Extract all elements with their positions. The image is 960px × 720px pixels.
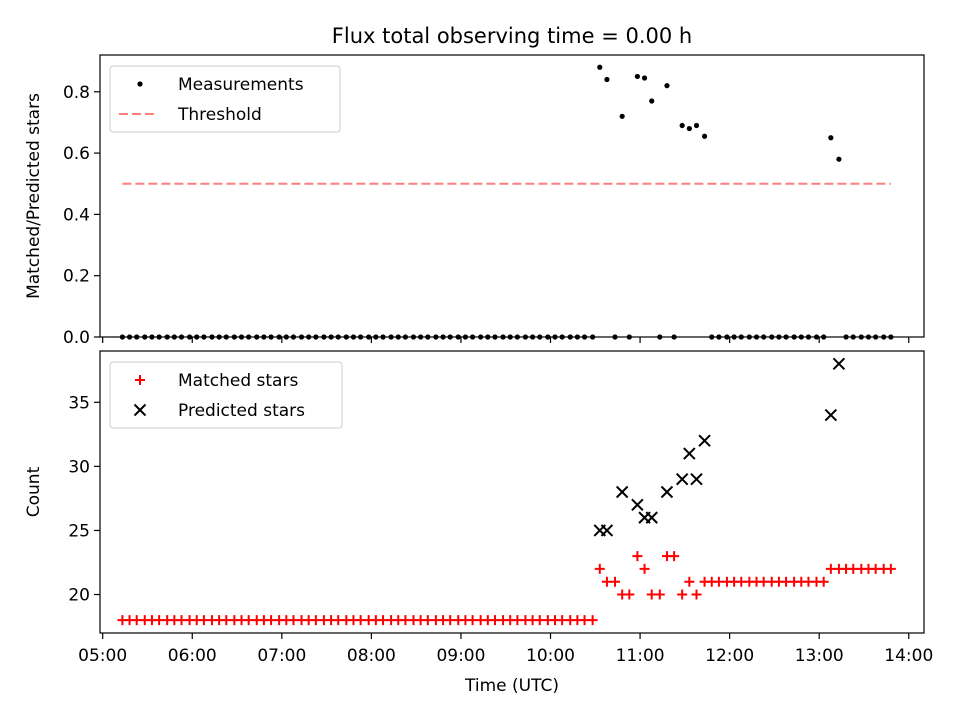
measurement-point bbox=[597, 64, 603, 70]
predicted-star-point bbox=[698, 434, 711, 447]
matched-star-point bbox=[587, 615, 598, 626]
y-axis-label: Matched/Predicted stars bbox=[24, 93, 44, 299]
legend-plus-icon bbox=[135, 375, 145, 385]
legend-box bbox=[109, 65, 341, 133]
measurement-point bbox=[828, 135, 834, 141]
axes-frame bbox=[99, 350, 925, 634]
legend-x-icon bbox=[133, 403, 147, 417]
y-tick-label: 30 bbox=[68, 457, 90, 477]
x-tick-label: 05:00 bbox=[78, 646, 127, 666]
top-axes: 0.0 0.2 0.4 0.6 0.8 Matched/Predicted stars Me… bbox=[24, 54, 925, 348]
y-tick-label: 0.4 bbox=[63, 205, 90, 225]
series-matched-stars bbox=[117, 551, 896, 626]
legend: Matched stars Predicted stars bbox=[109, 361, 343, 429]
matched-star-point bbox=[818, 576, 829, 587]
y-tick-label: 25 bbox=[68, 521, 90, 541]
matched-star-point bbox=[677, 589, 688, 600]
x-tick-label: 11:00 bbox=[616, 646, 665, 666]
x-tick-label: 09:00 bbox=[436, 646, 485, 666]
axes-frame bbox=[99, 54, 925, 338]
y-axis-label: Count bbox=[24, 466, 44, 517]
y-tick-label: 0.0 bbox=[63, 328, 90, 348]
legend-label: Threshold bbox=[177, 105, 262, 125]
measurement-point bbox=[649, 98, 655, 104]
series-predicted-stars bbox=[593, 357, 846, 537]
legend-dot-icon bbox=[137, 81, 143, 87]
predicted-star-point bbox=[690, 472, 703, 486]
legend-label: Predicted stars bbox=[178, 401, 305, 421]
x-tick-label: 13:00 bbox=[795, 646, 844, 666]
predicted-star-point bbox=[660, 485, 674, 499]
measurement-point bbox=[679, 122, 685, 129]
legend-label: Measurements bbox=[178, 75, 304, 95]
y-tick-label: 0.2 bbox=[63, 267, 90, 287]
predicted-star-point bbox=[645, 511, 658, 524]
figure-title: Flux total observing time = 0.00 h bbox=[332, 24, 692, 48]
measurement-point bbox=[664, 83, 670, 89]
y-tick-label: 35 bbox=[68, 393, 90, 413]
predicted-star-point bbox=[675, 472, 689, 486]
predicted-star-point bbox=[832, 357, 846, 371]
x-tick-label: 14:00 bbox=[884, 646, 933, 666]
predicted-star-point bbox=[824, 408, 838, 422]
x-tick-label: 07:00 bbox=[257, 646, 306, 666]
measurement-point bbox=[634, 73, 640, 80]
bottom-axes: 20 25 30 35 05:00 06:00 07:00 08:00 09:00 10:00 11… bbox=[24, 350, 933, 666]
measurement-point bbox=[686, 125, 692, 132]
legend-label: Matched stars bbox=[178, 371, 298, 391]
measurement-point bbox=[701, 133, 708, 139]
matched-star-point bbox=[684, 576, 695, 587]
predicted-star-point bbox=[683, 447, 696, 460]
x-tick-label: 10:00 bbox=[526, 646, 575, 666]
matched-star-point bbox=[654, 589, 665, 600]
matched-star-point bbox=[632, 551, 643, 562]
matched-star-point bbox=[610, 576, 620, 587]
y-tick-label: 0.6 bbox=[63, 144, 90, 164]
measurement-point bbox=[619, 113, 625, 119]
y-tick-label: 20 bbox=[68, 586, 90, 606]
matched-star-point bbox=[594, 563, 605, 574]
matched-star-point bbox=[885, 563, 896, 574]
measurement-point bbox=[693, 122, 700, 129]
predicted-star-point bbox=[615, 485, 629, 499]
x-tick-label: 12:00 bbox=[705, 646, 754, 666]
matched-star-point bbox=[669, 551, 680, 562]
y-tick-label: 0.8 bbox=[63, 83, 90, 103]
measurement-point bbox=[604, 76, 610, 83]
legend: Measurements Threshold bbox=[109, 65, 341, 133]
x-axis-label: Time (UTC) bbox=[464, 676, 559, 696]
matched-star-point bbox=[639, 563, 650, 574]
matched-star-point bbox=[691, 589, 702, 600]
legend-box bbox=[109, 361, 343, 429]
matched-star-point bbox=[624, 589, 635, 600]
x-tick-label: 06:00 bbox=[168, 646, 217, 666]
measurement-point bbox=[641, 75, 648, 81]
predicted-star-point bbox=[600, 524, 614, 537]
x-tick-label: 08:00 bbox=[347, 646, 396, 666]
measurement-point bbox=[836, 156, 842, 162]
predicted-star-point bbox=[631, 498, 644, 512]
